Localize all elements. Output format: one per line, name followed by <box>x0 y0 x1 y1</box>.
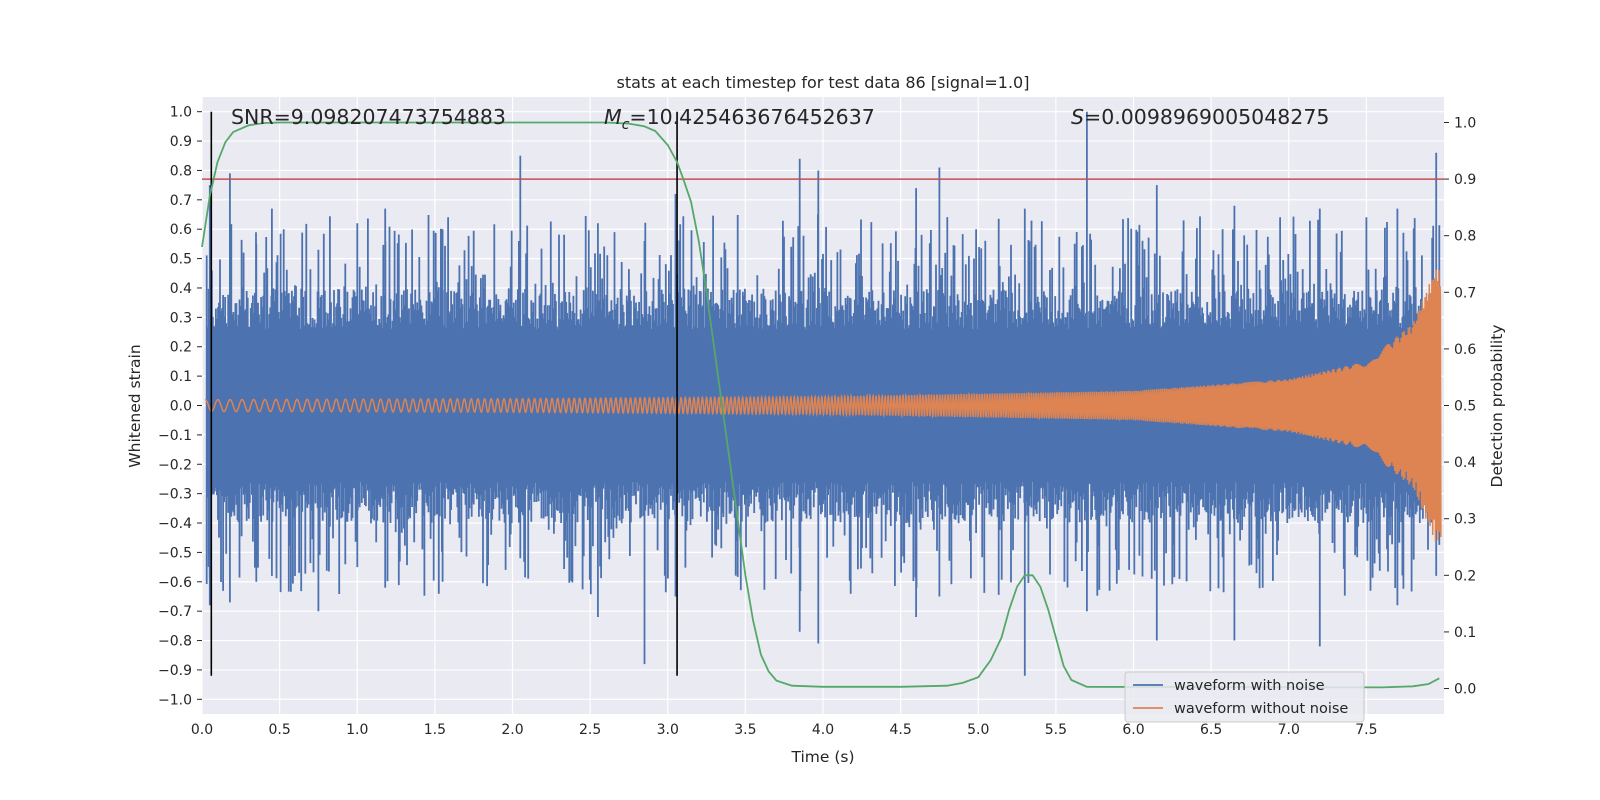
y-tick-label-left-2: 0.8 <box>170 163 192 179</box>
y-tick-label-right-9: 0.1 <box>1454 625 1476 641</box>
y-tick-label-right-1: 0.9 <box>1454 172 1476 188</box>
y-tick-label-right-8: 0.2 <box>1454 568 1476 584</box>
y-tick-label-left-4: 0.6 <box>170 222 192 238</box>
x-tick-label-0: 0.0 <box>191 722 213 738</box>
legend-label-clean: waveform without noise <box>1174 701 1348 717</box>
x-tick-label-1: 0.5 <box>268 722 290 738</box>
chirp-mass-symbol: M <box>604 105 622 129</box>
y-tick-label-left-13: −0.3 <box>158 487 192 503</box>
y-tick-label-left-15: −0.5 <box>158 545 192 561</box>
y-tick-label-left-16: −0.6 <box>158 575 192 591</box>
y-tick-label-left-12: −0.2 <box>158 457 192 473</box>
y-tick-label-left-1: 0.9 <box>170 134 192 150</box>
y-tick-label-left-17: −0.7 <box>158 604 192 620</box>
y-tick-label-right-6: 0.4 <box>1454 455 1476 471</box>
x-tick-label-13: 6.5 <box>1200 722 1222 738</box>
snr-annotation: SNR=9.098207473754883 <box>231 105 506 129</box>
x-tick-label-12: 6.0 <box>1122 722 1144 738</box>
x-tick-label-5: 2.5 <box>579 722 601 738</box>
y-axis-label-left: Whitened strain <box>126 344 144 467</box>
vertical-markers <box>210 111 678 676</box>
chirp-mass-subscript: c <box>622 117 630 133</box>
x-tick-label-4: 2.0 <box>501 722 523 738</box>
s-value: =0.0098969005048275 <box>1084 105 1329 129</box>
legend-box <box>1124 671 1365 723</box>
chart-title: stats at each timestep for test data 86 … <box>617 73 1030 92</box>
y-tick-label-left-6: 0.4 <box>170 281 192 297</box>
y-tick-label-right-5: 0.5 <box>1454 399 1476 415</box>
x-tick-label-9: 4.5 <box>889 722 911 738</box>
tick-labels: 0.0 0.5 1.0 1.5 2.0 2.5 3.0 3.5 4.0 4.5 5.0 5.5 6.0 6… <box>158 105 1476 738</box>
y-tick-label-left-7: 0.3 <box>170 310 192 326</box>
x-tick-label-7: 3.5 <box>734 722 756 738</box>
y-tick-label-left-5: 0.5 <box>170 252 192 268</box>
x-tick-label-3: 1.5 <box>424 722 446 738</box>
y-tick-label-left-3: 0.7 <box>170 193 192 209</box>
y-axis-label-right: Detection probability <box>1488 325 1506 488</box>
y-tick-label-right-2: 0.8 <box>1454 229 1476 245</box>
clean-waveform <box>205 269 1442 542</box>
x-tick-label-11: 5.5 <box>1045 722 1067 738</box>
y-tick-label-left-0: 1.0 <box>170 105 192 121</box>
y-tick-label-right-0: 1.0 <box>1454 115 1476 131</box>
legend: waveform with noise waveform without noi… <box>1124 671 1365 723</box>
x-axis-label: Time (s) <box>790 748 854 766</box>
y-tick-label-left-14: −0.4 <box>158 516 192 532</box>
series-detection-probability <box>201 121 1440 689</box>
y-tick-label-left-9: 0.1 <box>170 369 192 385</box>
chirp-mass-annotation: Mc=10.425463676452637 <box>604 105 875 133</box>
y-tick-label-right-7: 0.3 <box>1454 512 1476 528</box>
x-tick-label-2: 1.0 <box>346 722 368 738</box>
s-annotation: S=0.0098969005048275 <box>1071 105 1329 129</box>
chirp-mass-value: =10.425463676452637 <box>629 105 874 129</box>
y-tick-label-left-10: 0.0 <box>170 399 192 415</box>
x-tick-label-8: 4.0 <box>812 722 834 738</box>
x-tick-label-15: 7.5 <box>1355 722 1377 738</box>
s-symbol: S <box>1071 105 1084 129</box>
y-tick-label-right-3: 0.7 <box>1454 285 1476 301</box>
y-tick-label-left-20: −1.0 <box>158 692 192 708</box>
y-tick-label-left-18: −0.8 <box>158 634 192 650</box>
series-waveform-without-noise <box>205 269 1442 542</box>
y-tick-label-right-4: 0.6 <box>1454 342 1476 358</box>
y-tick-label-left-19: −0.9 <box>158 663 192 679</box>
x-tick-label-10: 5.0 <box>967 722 989 738</box>
x-tick-label-6: 3.0 <box>657 722 679 738</box>
y-tick-label-left-11: −0.1 <box>158 428 192 444</box>
y-tick-label-right-10: 0.0 <box>1454 682 1476 698</box>
legend-label-noisy: waveform with noise <box>1174 678 1325 694</box>
y-tick-label-left-8: 0.2 <box>170 340 192 356</box>
probability-layer <box>201 121 1440 689</box>
x-tick-label-14: 7.0 <box>1278 722 1300 738</box>
